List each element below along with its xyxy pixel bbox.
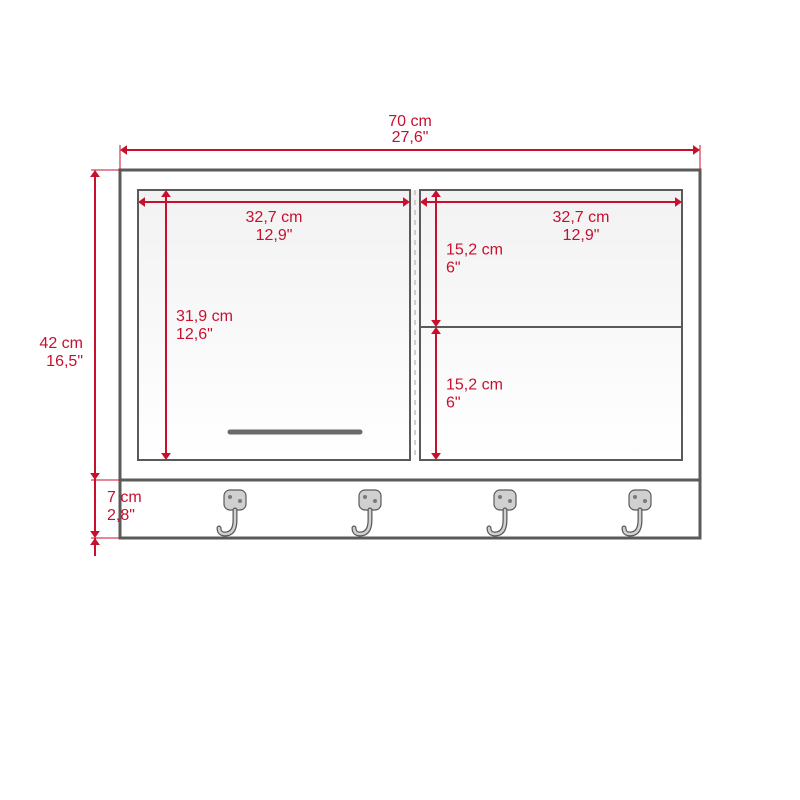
hook-board xyxy=(120,480,700,538)
dim-left-width-cm: 32,7 cm xyxy=(246,209,303,226)
dim-left-height-cm: 31,9 cm xyxy=(176,308,233,325)
hook xyxy=(489,490,516,534)
dim-hook-board-in: 2,8" xyxy=(107,507,135,524)
arrowhead xyxy=(120,145,127,155)
arrowhead xyxy=(693,145,700,155)
dim-left-height-in: 12,6" xyxy=(176,326,213,343)
dim-right-width-cm: 32,7 cm xyxy=(553,209,610,226)
arrowhead xyxy=(90,473,100,480)
arrowhead xyxy=(90,170,100,177)
dim-total-height-in: 16,5" xyxy=(46,353,83,370)
arrowhead xyxy=(90,531,100,538)
dim-lower-shelf-in: 6" xyxy=(446,395,461,412)
dim-total-height-cm: 42 cm xyxy=(39,335,83,352)
dim-upper-shelf-in: 6" xyxy=(446,260,461,277)
hook xyxy=(354,490,381,534)
dim-hook-board-cm: 7 cm xyxy=(107,489,142,506)
dim-total-width-in: 27,6" xyxy=(392,129,429,146)
dim-right-width-in: 12,9" xyxy=(563,227,600,244)
hook xyxy=(219,490,246,534)
hook xyxy=(624,490,651,534)
dim-lower-shelf-cm: 15,2 cm xyxy=(446,377,503,394)
dim-left-width-in: 12,9" xyxy=(256,227,293,244)
dim-total-width-cm: 70 cm xyxy=(388,113,432,130)
arrowhead xyxy=(90,538,100,545)
dim-upper-shelf-cm: 15,2 cm xyxy=(446,242,503,259)
